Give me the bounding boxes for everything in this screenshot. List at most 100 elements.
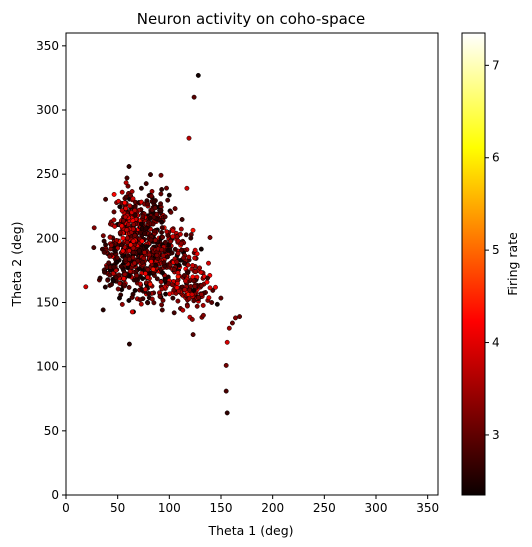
scatter-point [198,269,204,275]
scatter-point [164,185,169,191]
scatter-point [187,287,192,293]
scatter-point [135,258,141,264]
scatter-point [111,217,117,223]
scatter-point [205,275,211,281]
scatter-point [120,235,126,241]
y-tick-label: 350 [36,39,59,53]
scatter-point [191,94,197,100]
scatter-point [140,276,146,282]
scatter-point [174,259,180,265]
scatter-point [111,264,117,270]
scatter-point [175,270,181,276]
scatter-point [176,262,182,268]
scatter-point [159,302,165,308]
scatter-point [154,276,160,282]
colorbar-tick-label: 7 [492,58,500,72]
scatter-point [159,286,165,292]
scatter-point [128,242,134,248]
scatter-point [153,262,159,268]
scatter-point [191,298,197,304]
scatter-point [167,262,173,268]
x-tick-label: 300 [365,501,388,515]
scatter-point [143,244,149,250]
scatter-point [175,250,181,256]
x-axis-label: Theta 1 (deg) [207,523,293,538]
scatter-point [158,208,164,213]
scatter-point [184,185,190,191]
scatter-point [126,256,132,262]
scatter-point [122,214,128,220]
y-tick-label: 100 [36,360,59,374]
scatter-point [148,193,154,199]
scatter-point [130,238,136,244]
scatter-point [195,295,201,300]
scatter-point [123,206,129,211]
scatter-point [116,272,122,278]
scatter-point [112,223,118,229]
scatter-point [183,278,188,284]
colorbar-tick-label: 4 [492,336,500,350]
scatter-point [204,279,210,285]
scatter-point [181,260,187,266]
scatter-point [119,242,125,248]
scatter-point [179,247,185,253]
x-tick-label: 0 [62,501,70,515]
scatter-point [103,242,109,248]
scatter-point [143,181,149,187]
scatter-point [100,233,106,239]
scatter-point [145,201,151,207]
y-tick-label: 50 [44,424,59,438]
scatter-point [145,300,151,306]
scatter-point [165,197,171,203]
scatter-point [233,315,238,321]
scatter-point [207,285,213,291]
scatter-point [158,201,164,207]
scatter-point [119,189,125,195]
scatter-point [122,200,128,206]
scatter-point [130,196,136,202]
scatter-point [132,233,138,238]
scatter-point [166,192,172,198]
scatter-point [131,222,137,227]
scatter-point [148,237,154,243]
scatter-point [186,254,192,260]
scatter-point [130,226,136,232]
scatter-point [117,280,123,286]
scatter-point [164,229,170,235]
scatter-point [100,307,106,313]
scatter-point [140,213,146,219]
scatter-point [190,227,196,233]
x-tick-label: 200 [261,501,284,515]
scatter-point [112,248,118,254]
scatter-point [114,255,120,261]
scatter-point [192,247,198,253]
scatter-point [119,301,125,307]
scatter-point [152,228,158,234]
chart-title: Neuron activity on coho-space [137,10,366,28]
scatter-point [191,287,197,293]
scatter-point [198,283,204,289]
scatter-point [178,226,184,232]
scatter-point [109,282,114,287]
scatter-point [159,187,165,192]
scatter-point [108,242,114,248]
scatter-point [118,264,124,269]
scatter-point [178,240,184,246]
scatter-point [224,339,230,345]
scatter-point [132,212,138,218]
scatter-point [124,235,130,241]
scatter-point [183,232,189,238]
scatter-point [115,286,121,292]
scatter-point [124,175,130,181]
scatter-point [107,272,113,278]
scatter-point [138,185,144,191]
scatter-point [137,297,143,303]
scatter-point [126,284,132,290]
scatter-point [199,292,204,297]
scatter-point [209,300,215,305]
colorbar [461,32,486,496]
scatter-point [126,222,131,227]
scatter-point [168,238,174,244]
x-tick-label: 350 [416,501,439,515]
scatter-point [103,196,109,202]
